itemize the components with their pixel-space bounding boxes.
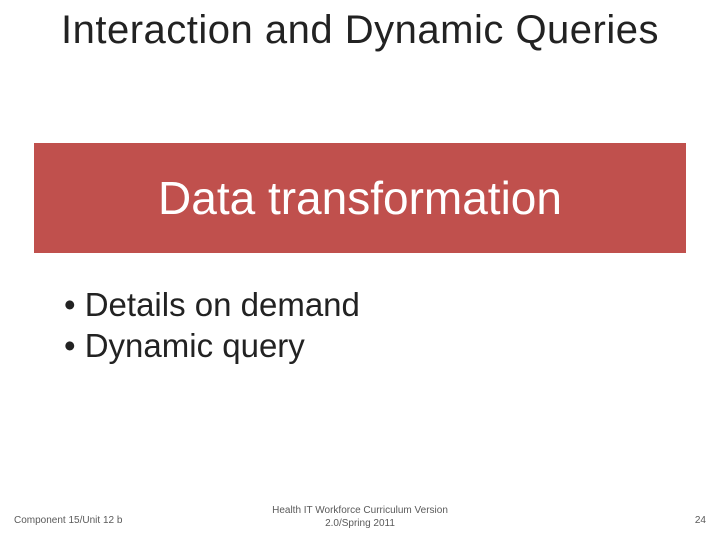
bullet-list: • Details on demand • Dynamic query <box>64 284 360 367</box>
footer-center-line2: 2.0/Spring 2011 <box>0 518 720 531</box>
slide: Interaction and Dynamic Queries Data tra… <box>0 0 720 540</box>
footer: Component 15/Unit 12 b Health IT Workfor… <box>0 502 720 530</box>
banner-text: Data transformation <box>158 171 562 225</box>
slide-number: 24 <box>695 515 706 526</box>
footer-center-line1: Health IT Workforce Curriculum Version <box>0 505 720 518</box>
banner: Data transformation <box>34 143 686 253</box>
bullet-item: • Dynamic query <box>64 325 360 366</box>
bullet-item: • Details on demand <box>64 284 360 325</box>
slide-title: Interaction and Dynamic Queries <box>0 8 720 53</box>
footer-center: Health IT Workforce Curriculum Version 2… <box>0 505 720 530</box>
